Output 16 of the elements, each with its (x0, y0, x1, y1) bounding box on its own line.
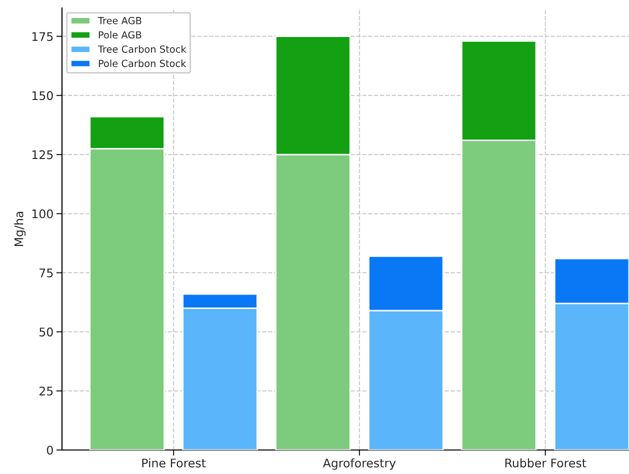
legend-label: Pole AGB (98, 31, 142, 39)
y-axis-title: Mg/ha (14, 212, 26, 246)
y-tick-label: 150 (32, 91, 53, 100)
y-tick-label: 175 (32, 32, 53, 42)
text: Rubber Forest (505, 458, 586, 468)
legend-label: Tree AGB (98, 16, 142, 24)
y-tick-label: 25 (40, 386, 53, 396)
text: Agroforestry (322, 458, 396, 470)
y-tick-label: 50 (40, 328, 53, 336)
y-tick-label: 100 (32, 209, 53, 218)
legend-label: Pole Carbon Stock (98, 60, 186, 68)
text: Pine Forest (142, 458, 206, 468)
y-tick-label: 0 (46, 446, 53, 455)
legend-label: Tree Carbon Stock (98, 45, 186, 53)
y-tick-label: 75 (40, 268, 53, 278)
y-tick-label: 125 (32, 150, 53, 160)
